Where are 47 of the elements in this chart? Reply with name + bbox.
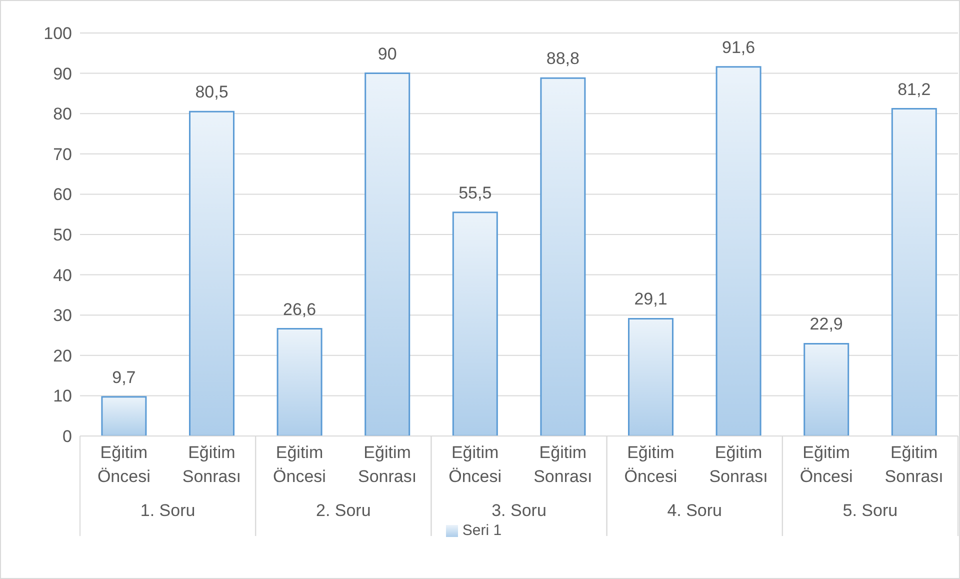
y-tick-label: 60 xyxy=(53,185,72,204)
bar xyxy=(276,328,322,436)
text: 3. Soru xyxy=(492,501,546,520)
y-tick-label: 80 xyxy=(53,104,72,124)
text: 2. Soru xyxy=(316,501,371,520)
data-label: 26,6 xyxy=(283,300,316,319)
y-tick-label: 10 xyxy=(53,386,72,406)
text: 1. Soru xyxy=(140,501,196,520)
bar xyxy=(364,72,410,436)
data-label: 91,6 xyxy=(722,38,756,57)
x-tick-label: Eğitim Sonrası xyxy=(358,443,417,486)
bar xyxy=(804,342,850,436)
legend-label: Seri 1 xyxy=(462,522,502,539)
data-label: 29,1 xyxy=(634,290,668,309)
bar xyxy=(189,110,234,436)
data-label: 88,8 xyxy=(546,49,580,68)
bar xyxy=(628,318,674,436)
y-tick-label: 40 xyxy=(53,266,72,285)
x-tick-label: Eğitim Sonrası xyxy=(182,443,241,486)
y-tick-label: 50 xyxy=(53,226,72,245)
data-label: 80,5 xyxy=(195,82,228,102)
y-tick-label: 20 xyxy=(53,346,72,366)
data-label: 9,7 xyxy=(112,368,136,387)
data-label: 90 xyxy=(378,44,397,64)
data-label: 81,2 xyxy=(898,80,931,99)
x-tick-label: Eğitim Sonrası xyxy=(534,443,592,486)
bar xyxy=(101,396,147,436)
y-tick-label: 90 xyxy=(53,64,72,84)
y-tick-label: 30 xyxy=(53,306,72,326)
y-tick-label: 70 xyxy=(53,144,72,164)
data-label: 22,9 xyxy=(810,314,843,334)
x-tick-label: Eğitim Öncesi xyxy=(448,443,502,486)
x-tick-label: Eğitim Öncesi xyxy=(800,443,853,486)
text: 4. Soru xyxy=(667,501,722,520)
y-tick-label: 0 xyxy=(62,427,72,446)
bar xyxy=(540,77,586,436)
bar xyxy=(716,66,762,436)
x-tick-label: Eğitim Öncesi xyxy=(624,443,678,486)
text: 5. Soru xyxy=(842,501,898,520)
bar xyxy=(891,108,937,436)
data-label: 55,5 xyxy=(458,183,492,202)
y-tick-label: 100 xyxy=(44,24,72,44)
bar xyxy=(452,212,498,436)
x-tick-label: Eğitim Sonrası xyxy=(884,443,944,486)
x-tick-label: Eğitim Öncesi xyxy=(97,443,150,486)
x-tick-label: Eğitim Sonrası xyxy=(709,443,768,486)
x-tick-label: Eğitim Öncesi xyxy=(273,443,326,486)
